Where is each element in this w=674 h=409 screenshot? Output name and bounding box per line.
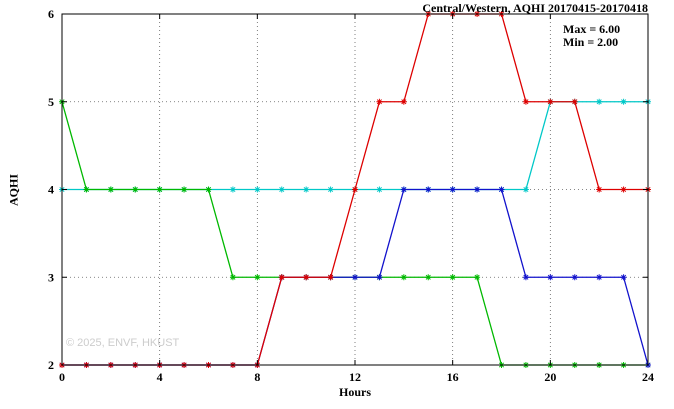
red-series-marker	[620, 186, 627, 193]
red-series-marker	[571, 98, 578, 105]
chart-title: Central/Western, AQHI 20170415-20170418	[422, 1, 648, 15]
red-series-marker	[400, 98, 407, 105]
blue-series-marker	[547, 274, 554, 281]
green-series-marker	[156, 186, 163, 193]
blue-series-marker	[425, 186, 432, 193]
cyan-series-marker	[303, 186, 310, 193]
min-value-label: Min = 2.00	[563, 35, 619, 49]
y-tick-label: 5	[48, 95, 54, 109]
red-series-marker	[352, 186, 358, 193]
cyan-series-marker	[229, 186, 236, 193]
green-series-marker	[229, 274, 236, 281]
y-tick-label: 2	[48, 358, 54, 372]
tick-labels: 0 4 8 12 16 20 24 2 3 4 5 6	[48, 7, 654, 384]
green-series-line	[61, 101, 648, 366]
cyan-series-marker	[376, 186, 383, 193]
green-series-marker	[474, 274, 481, 281]
blue-series-marker	[376, 274, 383, 281]
y-tick-label: 3	[48, 270, 54, 284]
blue-series-marker	[571, 274, 578, 281]
green-series-marker	[107, 186, 114, 193]
x-tick-label: 8	[254, 370, 260, 384]
cyan-series-marker	[278, 186, 285, 193]
x-tick-label: 20	[544, 370, 556, 384]
blue-series-marker	[449, 186, 456, 193]
y-tick-label: 6	[48, 7, 54, 21]
max-value-label: Max = 6.00	[563, 22, 621, 36]
red-series-marker	[547, 98, 554, 105]
cyan-series-marker	[596, 98, 603, 105]
green-series-marker	[449, 274, 456, 281]
axis-ticks	[61, 13, 649, 366]
red-series-marker	[303, 274, 310, 281]
red-series-marker	[376, 98, 383, 105]
x-tick-label: 16	[447, 370, 459, 384]
y-tick-label: 4	[48, 183, 54, 197]
green-series-marker	[400, 274, 407, 281]
x-tick-label: 12	[349, 370, 361, 384]
green-series	[59, 98, 651, 368]
blue-series-marker	[596, 274, 603, 281]
red-series-marker	[278, 274, 285, 281]
x-tick-label: 4	[157, 370, 163, 384]
stats-annotation: Max = 6.00 Min = 2.00	[563, 23, 620, 49]
x-tick-label: 0	[59, 370, 65, 384]
red-series-marker	[596, 186, 603, 193]
green-series-marker	[205, 186, 212, 193]
green-series-marker	[254, 274, 261, 281]
cyan-series-marker	[522, 186, 529, 193]
green-series-marker	[425, 274, 432, 281]
blue-series-marker	[620, 274, 627, 281]
green-series-marker	[181, 186, 188, 193]
red-series-marker	[327, 274, 334, 281]
blue-series-marker	[400, 186, 407, 193]
watermark: © 2025, ENVF, HKUST	[66, 337, 180, 349]
x-tick-label: 24	[642, 370, 654, 384]
x-axis-label: Hours	[338, 385, 371, 399]
y-axis-label: AQHI	[6, 173, 21, 207]
green-series-marker	[132, 186, 139, 193]
cyan-series-marker	[327, 186, 334, 193]
cyan-series-marker	[254, 186, 261, 193]
blue-series-marker	[352, 274, 358, 281]
cyan-series-marker	[620, 98, 627, 105]
blue-series-marker	[522, 274, 529, 281]
blue-series-marker	[474, 186, 481, 193]
green-series-marker	[83, 186, 90, 193]
red-series-marker	[522, 98, 529, 105]
blue-series-marker	[498, 186, 505, 193]
